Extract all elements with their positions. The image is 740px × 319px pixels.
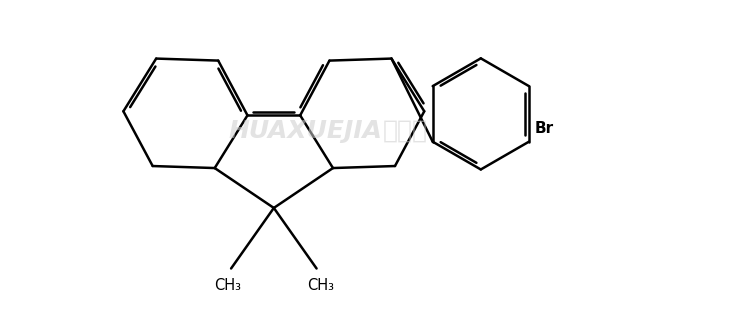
Text: Br: Br xyxy=(534,121,554,136)
Text: HUAXUEJIA: HUAXUEJIA xyxy=(229,119,383,143)
Text: CH₃: CH₃ xyxy=(306,278,334,293)
Text: CH₃: CH₃ xyxy=(214,278,241,293)
Text: 化学加: 化学加 xyxy=(383,119,428,143)
